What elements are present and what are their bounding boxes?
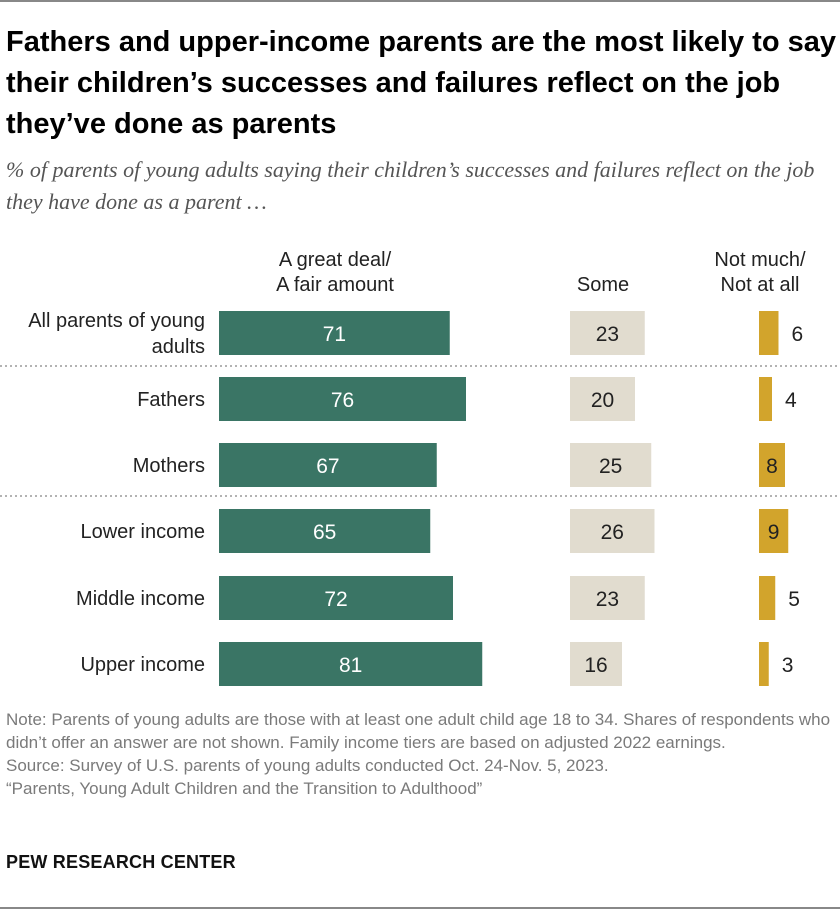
data-label: 81 (339, 654, 362, 677)
bar-great-deal (219, 642, 483, 686)
data-label: 8 (766, 455, 778, 478)
bar-not-much (759, 576, 776, 620)
bar-not-much (759, 377, 772, 421)
column-header-great-deal: A great deal/ A fair amount (230, 248, 440, 298)
bar-great-deal (219, 509, 431, 553)
data-label: 23 (596, 323, 619, 346)
bar-some (570, 443, 652, 487)
data-label: 20 (591, 389, 614, 412)
chart-row: Lower income 65 26 9 (80, 509, 789, 553)
data-label: 71 (323, 323, 346, 346)
top-rule (0, 0, 840, 2)
bar-great-deal (219, 443, 437, 487)
category-label: adults (152, 336, 205, 358)
chart-notes: Note: Parents of young adults are those … (6, 708, 836, 800)
bar-not-much (759, 642, 769, 686)
data-label: 16 (584, 654, 607, 677)
data-label: 9 (768, 521, 780, 544)
bar-some (570, 311, 645, 355)
data-label: 26 (601, 521, 624, 544)
bar-some (570, 509, 655, 553)
data-label: 5 (788, 588, 800, 611)
category-label: Fathers (137, 389, 205, 411)
bottom-rule (0, 907, 840, 909)
chart-title: Fathers and upper-income parents are the… (6, 26, 836, 140)
column-header-not-much: Not much/ Not at all (690, 248, 830, 298)
report-title: “Parents, Young Adult Children and the T… (6, 779, 483, 798)
category-label: Mothers (133, 455, 205, 477)
data-label: 25 (599, 455, 622, 478)
note-text: Note: Parents of young adults are those … (6, 710, 831, 752)
brand-logo-text: PEW RESEARCH CENTER (6, 852, 236, 872)
source-text: Source: Survey of U.S. parents of young … (6, 756, 609, 775)
data-label: 3 (782, 654, 794, 677)
data-label: 67 (316, 455, 339, 478)
data-label: 72 (324, 588, 347, 611)
data-label: 4 (785, 389, 797, 412)
bar-great-deal (219, 311, 450, 355)
chart-row: Middle income 72 23 5 (76, 576, 800, 620)
column-header-not-much-line1: Not much/ (714, 249, 806, 271)
bar-not-much (759, 509, 789, 553)
column-header-some-line1: Some (576, 274, 630, 296)
bar-some (570, 576, 645, 620)
bar-not-much (759, 311, 779, 355)
category-label: Upper income (80, 654, 205, 676)
column-header-not-much-line2: Not at all (720, 274, 800, 296)
bar-great-deal (219, 377, 466, 421)
data-label: 23 (596, 588, 619, 611)
chart-row: All parents of young adults 71 23 6 (28, 310, 803, 358)
bar-some (570, 377, 635, 421)
bar-not-much (759, 443, 785, 487)
chart-row: Fathers 76 20 4 (137, 377, 797, 421)
chart-row: Upper income 81 16 3 (80, 642, 793, 686)
data-label: 76 (331, 389, 354, 412)
category-label: Middle income (76, 588, 205, 610)
chart-subtitle: % of parents of young adults saying thei… (6, 157, 815, 214)
data-label: 65 (313, 521, 336, 544)
chart-row: Mothers 67 25 8 (133, 443, 785, 487)
column-header-great-deal-line2: A fair amount (276, 274, 394, 296)
data-label: 6 (792, 323, 804, 346)
category-label: All parents of young (28, 310, 205, 332)
category-label: Lower income (80, 521, 205, 543)
bar-great-deal (219, 576, 453, 620)
stacked-bar-chart: All parents of young adults 71 23 6 Fathers 76… (0, 310, 840, 686)
column-header-great-deal-line1: A great deal/ (278, 249, 392, 271)
column-header-some: Some (553, 273, 653, 298)
bar-some (570, 642, 622, 686)
